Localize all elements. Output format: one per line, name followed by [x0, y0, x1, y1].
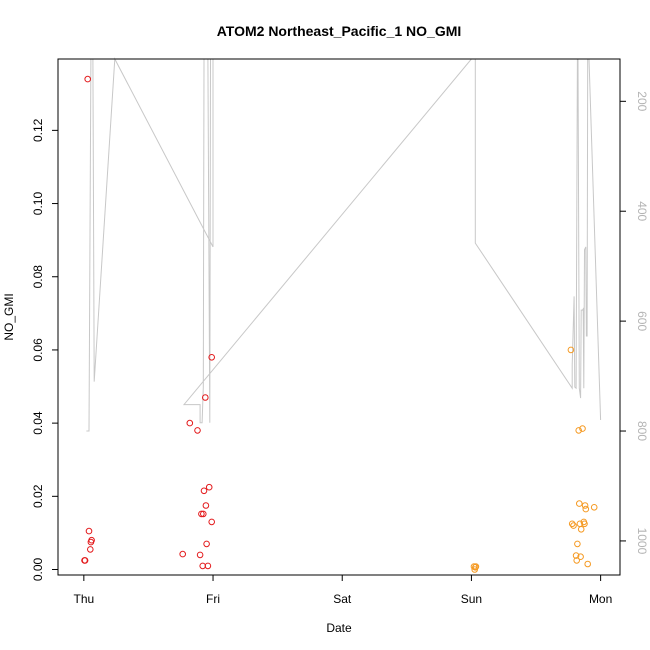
y-tick-label: 0.10 — [31, 192, 45, 216]
plot-frame — [57, 58, 621, 576]
data-point-series-1-11 — [196, 551, 204, 559]
data-point-series-1-12 — [198, 510, 205, 518]
data-point-series-2-14 — [577, 553, 584, 561]
x-tick-label: Fri — [206, 592, 220, 606]
x-tick-label: Mon — [589, 592, 612, 606]
chart-title: ATOM2 Northeast_Pacific_1 NO_GMI — [217, 23, 462, 39]
data-point-series-2-18 — [581, 520, 588, 528]
data-point-series-1-19 — [204, 562, 212, 570]
data-point-series-2-20 — [582, 505, 590, 513]
data-point-series-2-21 — [584, 560, 592, 568]
data-point-series-2-10 — [574, 540, 581, 548]
x-tick-label: Sat — [333, 592, 352, 606]
y2-tick-label: 1000 — [635, 528, 649, 555]
pressure-series-line — [86, 57, 602, 432]
y-axis: 0.00 0.02 0.04 0.06 0.08 0.10 0.12 — [31, 118, 59, 582]
data-points-layer — [81, 75, 598, 573]
data-point-series-2-16 — [579, 425, 586, 432]
data-point-series-1-14 — [200, 510, 207, 518]
data-point-series-1-10 — [194, 427, 201, 434]
secondary-y-axis: 200 400 600 800 1000 — [620, 91, 649, 555]
y2-tick-label: 600 — [635, 311, 649, 331]
x-axis: Thu Fri Sat Sun Mon — [73, 574, 612, 606]
y-tick-label: 0.06 — [31, 338, 45, 362]
x-tick-label: Thu — [73, 592, 94, 606]
data-point-series-2-5 — [567, 346, 575, 354]
data-point-series-2-4 — [472, 563, 480, 570]
data-point-series-1-5 — [87, 546, 94, 553]
y-axis-label: NO_GMI — [2, 293, 16, 340]
y-tick-label: 0.12 — [31, 118, 45, 142]
y-tick-label: 0.04 — [31, 411, 45, 435]
data-point-series-2-15 — [577, 526, 585, 533]
data-point-series-2-3 — [472, 564, 479, 571]
data-point-series-2-11 — [575, 427, 583, 434]
data-point-series-2-22 — [590, 504, 598, 511]
data-point-series-1-18 — [203, 540, 210, 548]
data-point-series-1-20 — [205, 483, 213, 491]
data-point-series-1-21 — [208, 518, 215, 526]
data-point-series-1-3 — [84, 75, 91, 83]
data-point-series-2-12 — [576, 500, 583, 507]
data-point-series-2-7 — [570, 522, 577, 529]
data-point-series-1-15 — [200, 487, 208, 495]
data-point-series-1-22 — [208, 354, 215, 361]
data-point-series-1-17 — [202, 502, 210, 509]
x-tick-label: Sun — [461, 592, 482, 606]
y2-tick-label: 800 — [635, 421, 649, 441]
y-tick-label: 0.02 — [31, 484, 45, 508]
data-point-series-1-9 — [186, 419, 194, 427]
y-tick-label: 0.08 — [31, 265, 45, 289]
data-point-series-2-9 — [573, 557, 581, 564]
data-point-series-2-19 — [581, 502, 589, 509]
data-point-series-1-4 — [85, 527, 93, 535]
data-point-series-1-16 — [202, 394, 209, 401]
data-point-series-2-8 — [572, 552, 580, 559]
data-point-series-1-7 — [88, 536, 95, 544]
pressure-line-layer — [86, 57, 602, 432]
data-point-series-1-8 — [179, 550, 186, 558]
data-point-series-1-2 — [81, 557, 89, 564]
y2-tick-label: 200 — [635, 91, 649, 111]
x-axis-label: Date — [326, 621, 352, 635]
y-tick-label: 0.00 — [31, 558, 45, 582]
data-point-series-2-6 — [568, 520, 576, 528]
y2-tick-label: 400 — [635, 201, 649, 221]
